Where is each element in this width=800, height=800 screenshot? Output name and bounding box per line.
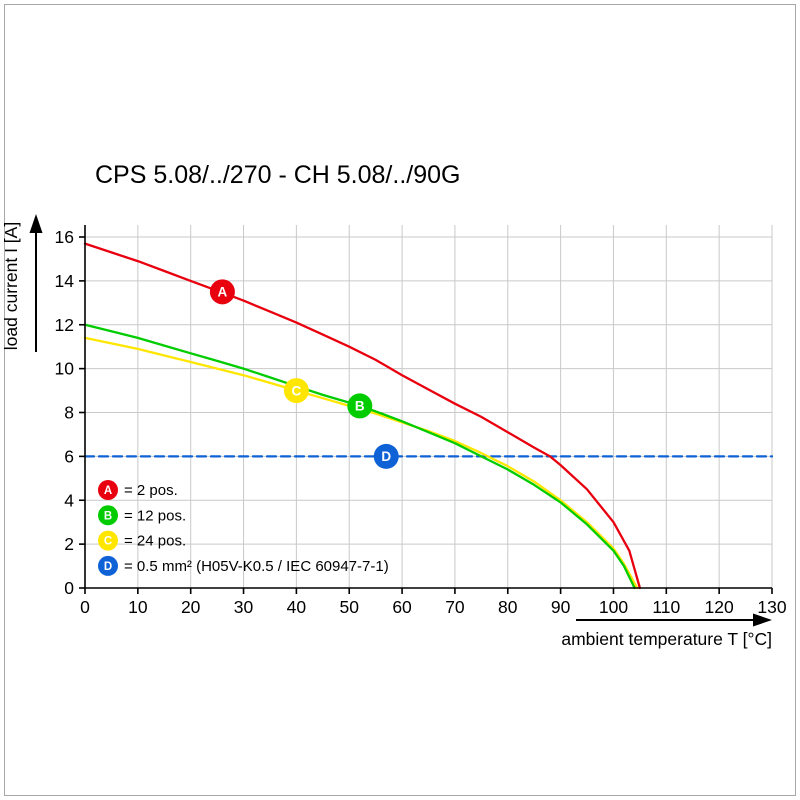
legend-label-C: = 24 pos. [124,533,186,550]
grid [85,225,773,588]
legend: A = 2 pos. B = 12 pos. C = 24 pos. D = 0.5 mm² … [98,480,389,576]
x-tick-label: 10 [128,597,148,617]
y-tick-label: 4 [64,490,74,510]
legend-letter-D: D [104,561,112,573]
legend-item-C: C = 24 pos. [98,530,186,551]
curve-marker-B: B [347,393,373,419]
legend-label-B: = 12 pos. [124,507,186,524]
legend-marker-A [98,480,118,500]
legend-marker-B [98,505,118,526]
marker-letter-A: A [218,285,228,300]
x-axis-arrow-icon [753,613,772,627]
curve-marker-C: C [283,378,309,404]
legend-item-B: B = 12 pos. [98,505,186,526]
x-tick-label: 40 [287,597,307,617]
y-tick-label: 2 [64,534,74,554]
curve-marker-D: D [373,443,399,469]
y-tick-label: 6 [64,446,74,466]
curve-marker-A: A [209,279,235,305]
page-border [4,4,796,796]
legend-letter-B: B [104,510,112,522]
x-tick-label: 120 [705,597,734,617]
legend-letter-C: C [104,536,112,548]
legend-label-D: = 0.5 mm² (H05V-K0.5 / IEC 60947-7-1) [124,558,389,575]
legend-marker-C [98,530,118,551]
axes [84,225,772,589]
marker-letter-D: D [381,449,391,464]
curve-C [83,336,639,590]
marker-circle-C [283,378,309,404]
x-tick-label: 50 [339,597,359,617]
chart-title: CPS 5.08/../270 - CH 5.08/../90G [95,161,461,189]
x-tick-label: 130 [757,597,786,617]
y-tick-label: 14 [55,271,75,291]
legend-letter-A: A [104,485,112,497]
legend-label-A: = 2 pos. [124,482,178,499]
marker-circle-A [209,279,235,305]
x-tick-label: 0 [80,597,90,617]
marker-circle-B [347,393,373,419]
x-tick-label: 90 [551,597,571,617]
y-tick-label: 8 [64,403,74,423]
y-tick-label: 10 [55,359,75,379]
x-axis-label: ambient temperature T [°C] [561,629,772,649]
marker-letter-C: C [292,383,302,398]
legend-marker-D [98,555,118,576]
curve-B [83,323,636,590]
legend-item-A: A = 2 pos. [98,480,178,500]
x-tick-label: 70 [445,597,465,617]
x-tick-label: 60 [392,597,412,617]
x-tick-label: 30 [234,597,254,617]
x-tick-label: 20 [181,597,201,617]
y-tick-label: 0 [64,578,74,598]
legend-item-D: D = 0.5 mm² (H05V-K0.5 / IEC 60947-7-1) [98,555,389,576]
x-tick-label: 80 [498,597,518,617]
marker-letter-B: B [355,399,365,414]
x-tick-label: 100 [599,597,628,617]
y-axis-label: load current I [A] [1,222,21,350]
y-axis-arrow-icon [29,214,43,233]
y-tick-label: 12 [55,315,74,335]
x-tick-label: 110 [652,597,680,617]
marker-circle-D [373,443,399,469]
y-tick-label: 16 [55,227,74,247]
curve-A [83,242,642,590]
